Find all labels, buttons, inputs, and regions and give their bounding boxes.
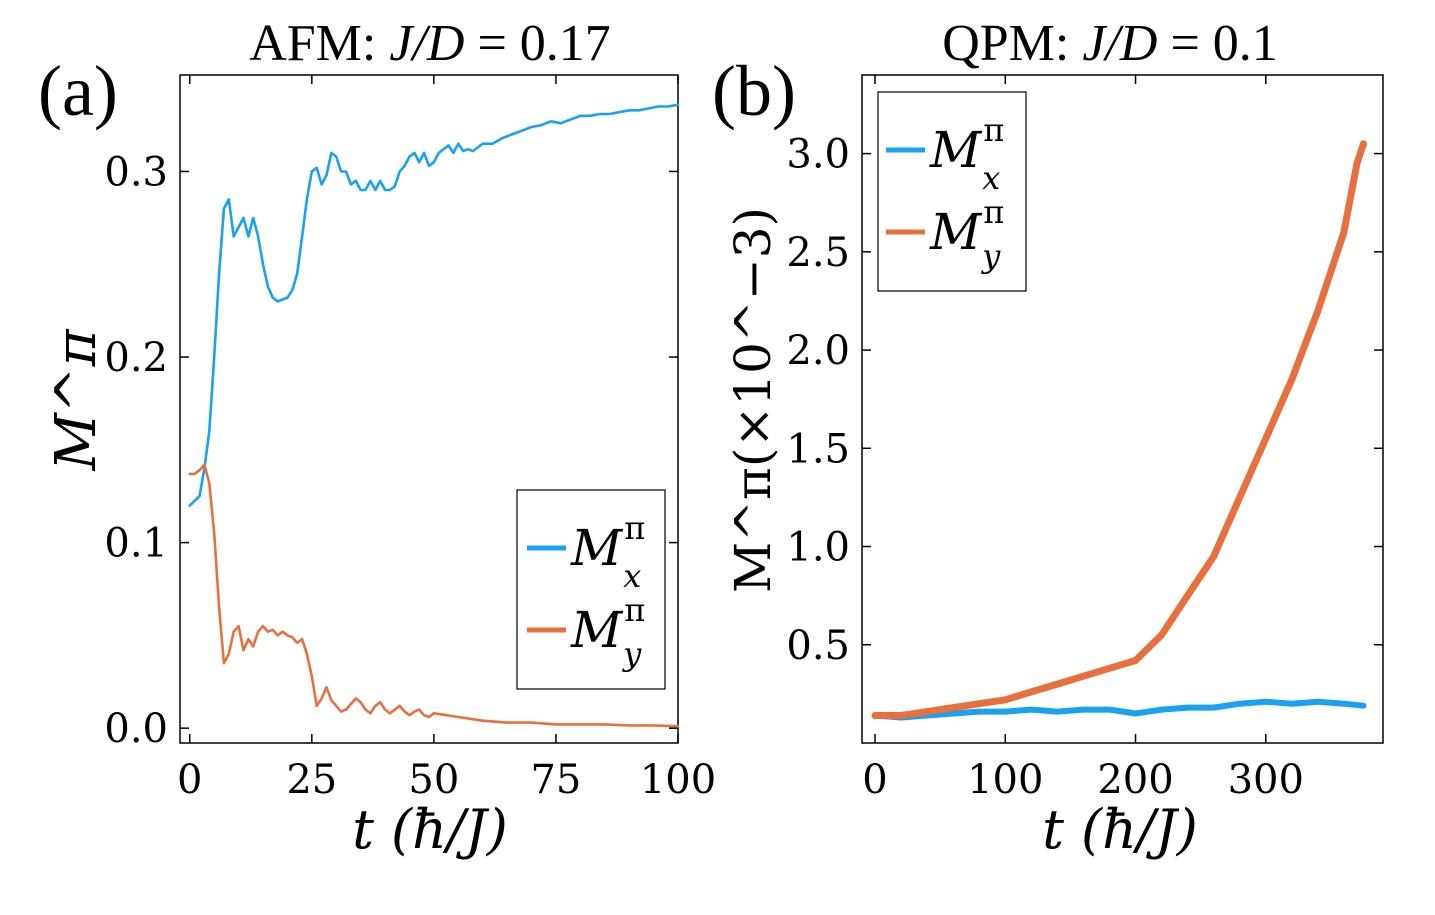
panel-a-ytick-label: 0.3	[104, 149, 168, 195]
panel-a-label: (a)	[38, 51, 118, 131]
panel-a-frame	[179, 74, 679, 744]
panel-b: (b) QPM: J/D = 0.1 0 100 200 300 0.5 1.0 1.5 2.…	[712, 15, 1384, 861]
panel-b-series-line-my	[871, 140, 1367, 719]
panel-b-ytick-label: 0.5	[786, 623, 850, 669]
panel-a-series-line-my	[188, 463, 680, 728]
panel-a-ytick-label: 0.0	[104, 706, 168, 752]
panel-b-ytick-label: 1.0	[786, 525, 850, 571]
panel-a-legend-box	[516, 489, 666, 690]
panel-b-frame	[861, 74, 1384, 744]
panel-b-ticks: 0 100 200 300 0.5 1.0 1.5 2.0 2.5 3.0	[786, 75, 1383, 803]
panel-b-ytick-label: 2.5	[786, 230, 850, 276]
panel-b-label: (b)	[712, 51, 796, 131]
panel-a-title: AFM: J/D = 0.17	[249, 15, 611, 72]
panel-a-ytick-label: 0.2	[104, 335, 168, 381]
panel-a: (a) AFM: J/D = 0.17 0 25 50 75 1000.00.10.20…	[38, 15, 716, 861]
panel-b-ylabel: M^π(×10^−3)	[724, 207, 782, 593]
panel-b-ytick-label: 2.0	[786, 328, 850, 374]
panel-a-xtick-label: 100	[640, 757, 716, 803]
panel-a-legend-label-mx: Mπ x	[570, 509, 645, 595]
panel-b-ytick-label: 3.0	[786, 132, 850, 178]
panel-a-xtick-label: 25	[286, 757, 337, 803]
panel-a-xlabel: t (ħ/J)	[352, 798, 508, 861]
panel-b-ytick-label: 1.5	[786, 426, 850, 472]
panel-b-legend-label-mx: Mπ x	[929, 111, 1004, 197]
panel-a-xtick-label: 75	[530, 757, 581, 803]
panel-a-xtick-label: 0	[177, 757, 202, 803]
panel-a-series	[188, 103, 680, 728]
panel-a-legend: Mπ x Mπ y	[516, 489, 666, 690]
panel-b-series-line-mx	[872, 698, 1367, 721]
panel-a-ylabel: M^π	[44, 328, 109, 471]
panel-b-series	[871, 140, 1367, 721]
panel-b-xtick-label: 300	[1228, 757, 1304, 803]
panel-b-legend-label-my: Mπ y	[929, 193, 1004, 275]
panel-b-legend: Mπ x Mπ y	[877, 91, 1027, 292]
panel-a-legend-label-my: Mπ y	[570, 591, 645, 673]
panel-b-xtick-label: 200	[1097, 757, 1173, 803]
panel-b-xtick-label: 100	[967, 757, 1043, 803]
panel-a-ytick-label: 0.1	[104, 521, 168, 567]
panel-b-title: QPM: J/D = 0.1	[942, 15, 1278, 72]
panel-b-legend-box	[877, 91, 1027, 292]
panel-b-xlabel: t (ħ/J)	[1042, 798, 1198, 861]
panel-a-series-line-mx	[188, 103, 680, 507]
panel-b-xtick-label: 0	[862, 757, 887, 803]
panel-a-xtick-label: 50	[408, 757, 459, 803]
panel-a-ticks: 0 25 50 75 100 0.0 0.1 0.2 0.3	[104, 75, 716, 803]
